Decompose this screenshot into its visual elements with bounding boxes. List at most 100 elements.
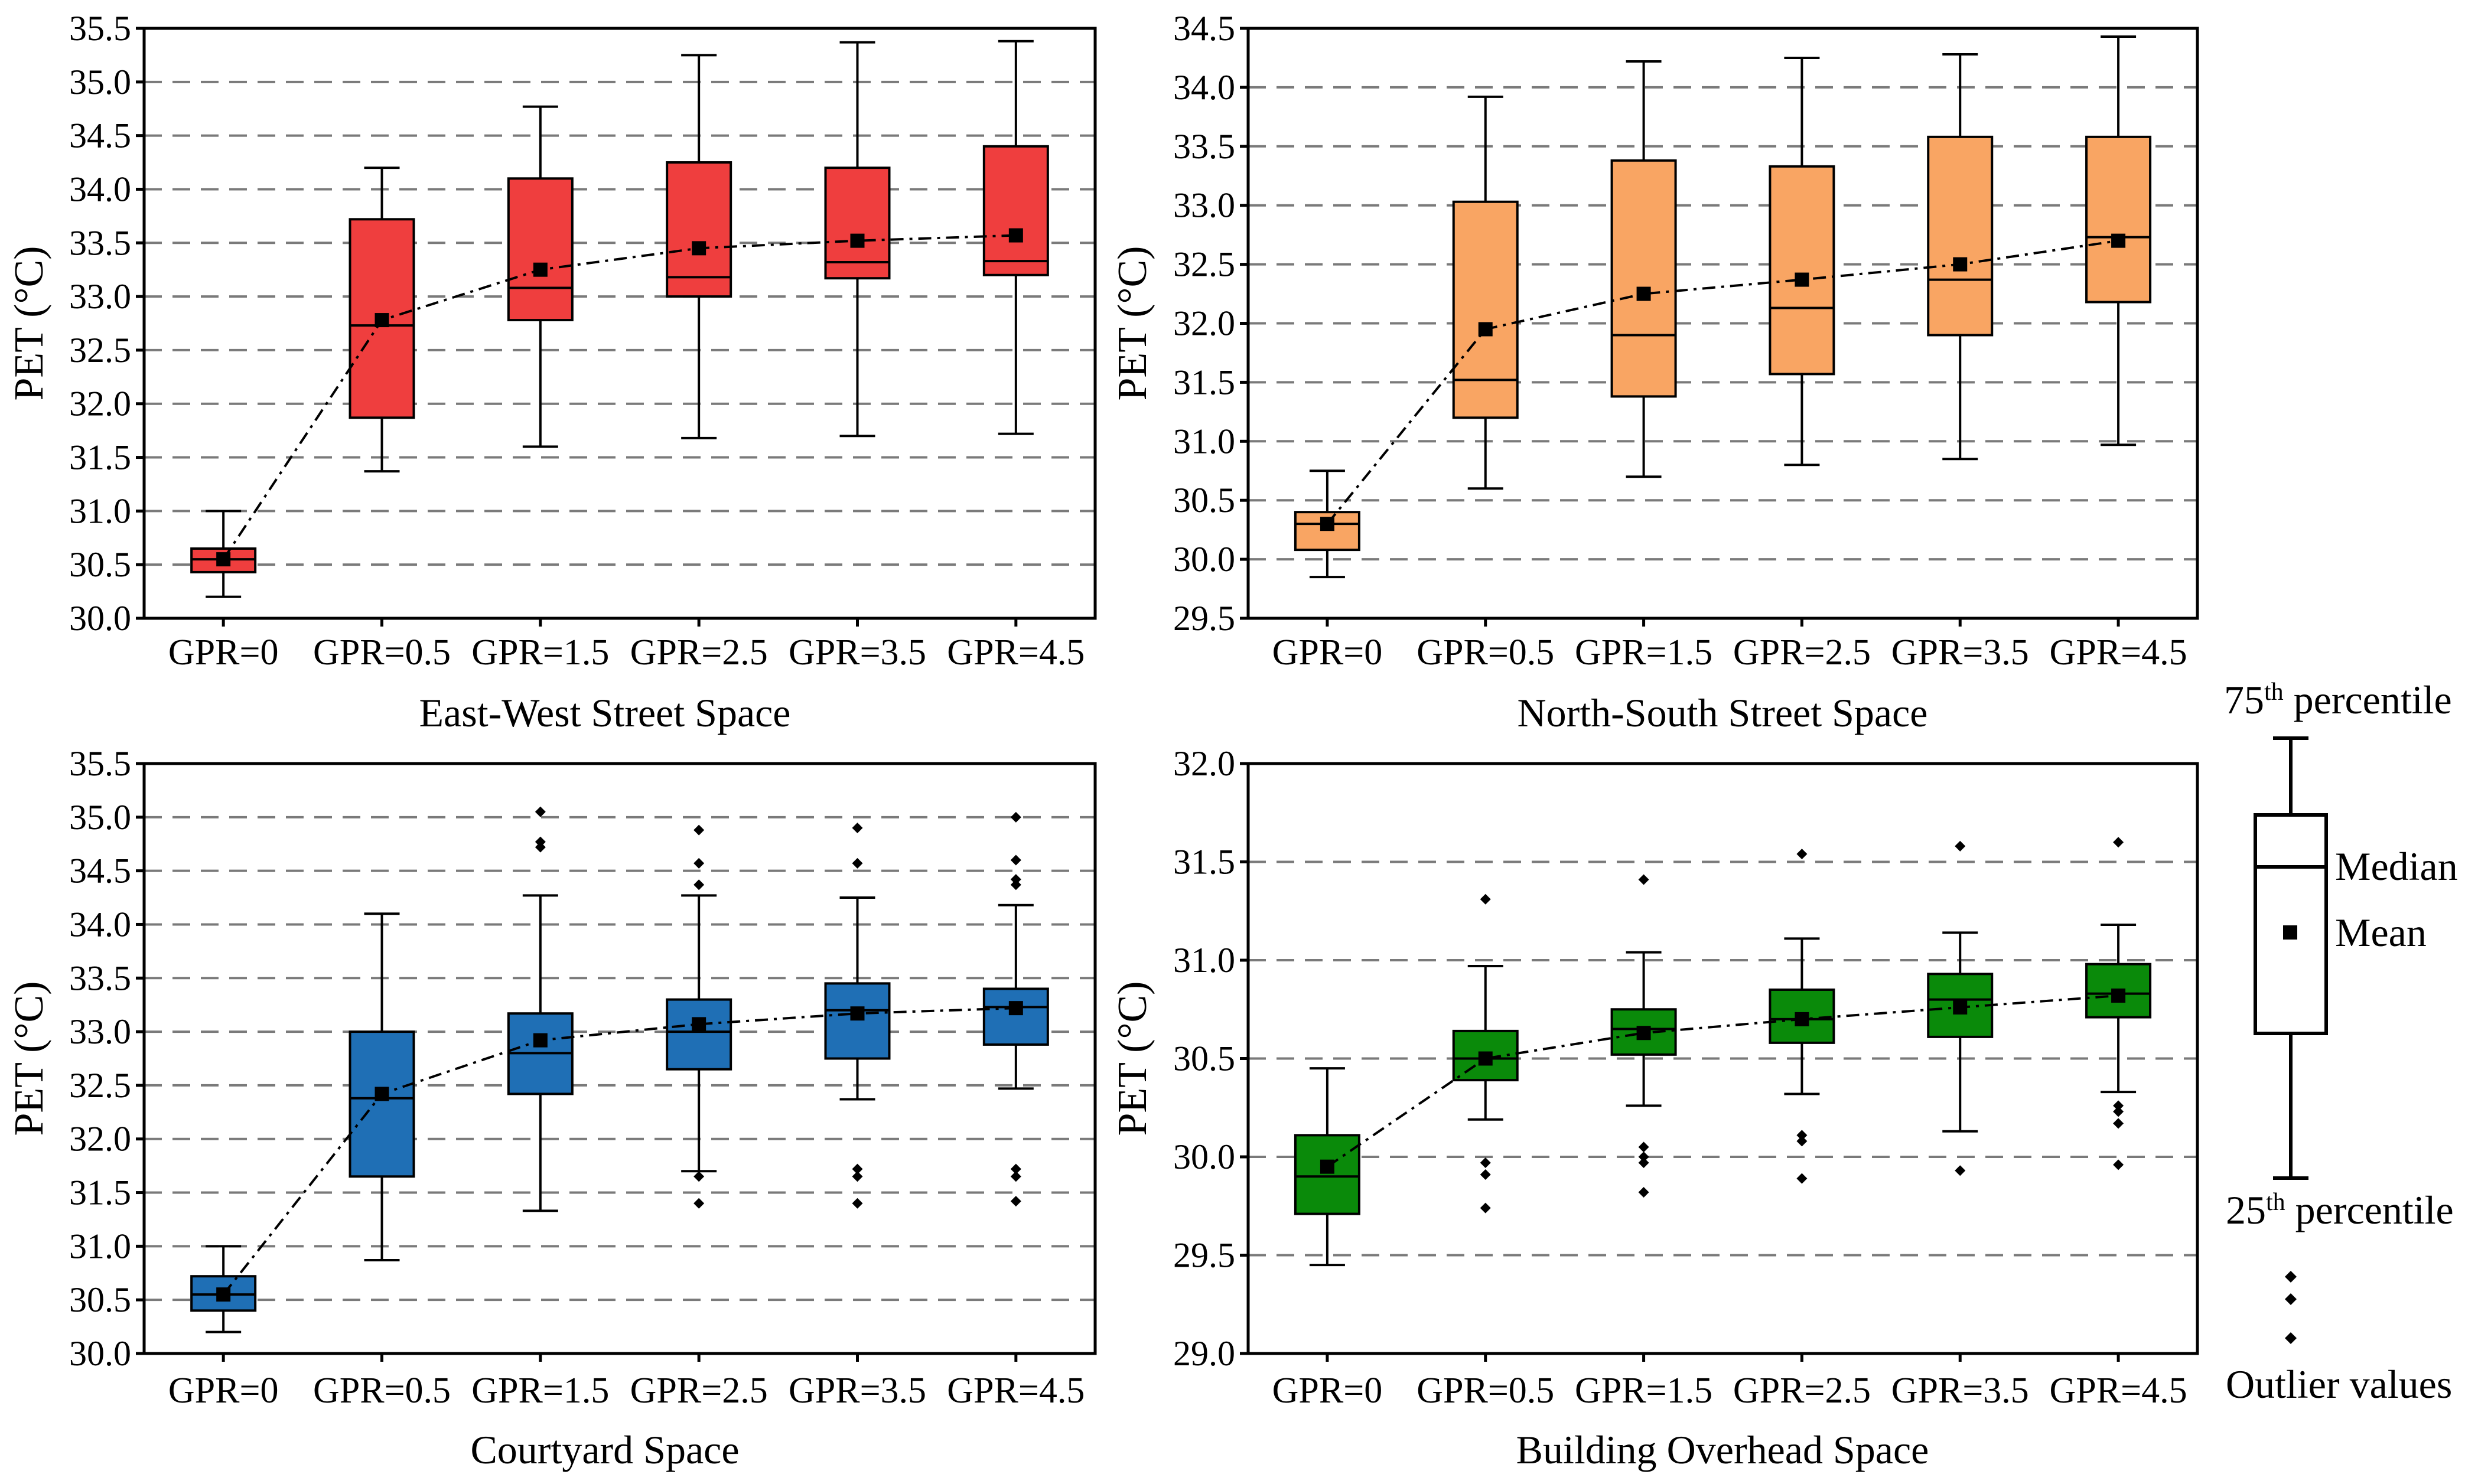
- courtyard-outlier: [693, 824, 705, 836]
- building-overhead-y-tick-label: 30.0: [1173, 1137, 1235, 1176]
- east-west-y-tick-label: 34.5: [69, 116, 131, 155]
- courtyard-box: [824, 982, 891, 1060]
- courtyard-outlier: [1010, 874, 1021, 885]
- building-overhead-mean-marker: [1953, 1000, 1968, 1015]
- building-overhead-category-label: GPR=4.5: [2050, 1371, 2187, 1411]
- east-west-mean-marker: [850, 233, 865, 248]
- east-west-box: [666, 161, 732, 298]
- building-overhead-category-label: GPR=2.5: [1733, 1371, 1871, 1411]
- building-overhead-y-axis-label: PET (°C): [1110, 981, 1155, 1136]
- east-west-y-tick-label: 33.0: [69, 277, 131, 316]
- east-west-category-label: GPR=0: [168, 632, 279, 673]
- east-west-y-tick-label: 31.5: [69, 438, 131, 477]
- building-overhead-y-tick-label: 32.0: [1173, 744, 1235, 783]
- building-overhead-outlier: [1638, 1141, 1649, 1153]
- courtyard-y-tick-label: 30.0: [69, 1334, 131, 1373]
- east-west-panel: 30.0 30.5 31.0 31.5 32.0 32.5 33.0 33.5 34.0 34.5…: [6, 9, 1097, 735]
- courtyard-y-tick-label: 31.5: [69, 1173, 131, 1212]
- east-west-plot-frame: [142, 27, 1097, 620]
- courtyard-y-tick-label: 32.0: [69, 1120, 131, 1159]
- building-overhead-outlier: [1796, 1136, 1808, 1147]
- building-overhead-outlier: [1480, 893, 1491, 905]
- courtyard-outlier: [535, 806, 546, 817]
- north-south-mean-marker: [1478, 322, 1493, 337]
- building-overhead-outlier: [1638, 1152, 1649, 1162]
- north-south-mean-marker: [1795, 272, 1809, 287]
- building-overhead-outlier: [1796, 1130, 1808, 1141]
- legend-box: [2254, 813, 2328, 1035]
- building-overhead-y-tick-label: 31.0: [1173, 941, 1235, 980]
- north-south-y-tick-label: 34.5: [1173, 9, 1235, 48]
- building-overhead-outlier: [1638, 874, 1649, 885]
- north-south-y-tick-label: 31.5: [1173, 363, 1235, 402]
- north-south-panel: 29.5 30.0 30.5 31.0 31.5 32.0 32.5 33.0 33.5 34.0…: [1110, 9, 2199, 735]
- building-overhead-mean-marker: [1320, 1159, 1334, 1174]
- north-south-y-tick-label: 32.5: [1173, 245, 1235, 284]
- east-west-mean-line: [222, 234, 1016, 560]
- courtyard-category-label: GPR=4.5: [947, 1371, 1085, 1411]
- building-overhead-category-label: GPR=0: [1272, 1371, 1383, 1411]
- building-overhead-title: Building Overhead Space: [1516, 1427, 1929, 1472]
- courtyard-outlier: [693, 879, 705, 891]
- building-overhead-outlier: [2113, 1118, 2124, 1129]
- courtyard-outlier: [852, 857, 863, 869]
- north-south-category-label: GPR=1.5: [1575, 632, 1712, 673]
- courtyard-outlier: [852, 1163, 863, 1175]
- north-south-y-tick-label: 30.5: [1173, 481, 1235, 520]
- building-overhead-y-tick-label: 29.0: [1173, 1334, 1235, 1373]
- building-overhead-outlier: [1955, 1165, 1966, 1176]
- north-south-y-tick-label: 34.0: [1173, 68, 1235, 107]
- courtyard-panel: 30.0 30.5 31.0 31.5 32.0 32.5 33.0 33.5 34.0 34.5…: [6, 744, 1097, 1472]
- courtyard-mean-marker: [692, 1017, 706, 1032]
- building-overhead-outlier: [2113, 1100, 2124, 1111]
- north-south-y-tick-label: 33.5: [1173, 127, 1235, 166]
- north-south-title: North-South Street Space: [1518, 690, 1928, 735]
- building-overhead-outlier: [2113, 1159, 2124, 1170]
- building-overhead-category-label: GPR=0.5: [1417, 1371, 1554, 1411]
- courtyard-y-tick-label: 31.0: [69, 1227, 131, 1266]
- legend-mean-marker: [2283, 925, 2297, 940]
- courtyard-outlier: [1010, 811, 1021, 823]
- building-overhead-outlier: [1796, 1173, 1808, 1184]
- courtyard-y-tick-label: 32.5: [69, 1066, 131, 1105]
- building-overhead-outlier: [2113, 1106, 2124, 1117]
- building-overhead-mean-marker: [1636, 1026, 1651, 1041]
- north-south-mean-marker: [1320, 517, 1334, 531]
- north-south-y-axis-label: PET (°C): [1110, 246, 1155, 401]
- courtyard-y-axis-label: PET (°C): [6, 981, 52, 1136]
- courtyard-mean-marker: [1008, 1001, 1023, 1016]
- building-overhead-outlier: [1638, 1157, 1649, 1168]
- east-west-box: [507, 177, 574, 322]
- courtyard-category-label: GPR=0.5: [313, 1371, 451, 1411]
- courtyard-y-tick-label: 33.5: [69, 958, 131, 997]
- courtyard-category-label: GPR=0: [168, 1371, 279, 1411]
- north-south-mean-marker: [1953, 257, 1968, 272]
- east-west-y-tick-label: 30.5: [69, 545, 131, 584]
- courtyard-mean-marker: [216, 1287, 231, 1302]
- courtyard-outlier: [852, 822, 863, 833]
- courtyard-outlier: [1010, 854, 1021, 866]
- east-west-category-label: GPR=2.5: [630, 632, 768, 673]
- north-south-category-label: GPR=0: [1272, 632, 1383, 673]
- courtyard-mean-marker: [533, 1033, 548, 1048]
- legend-outlier-marker: [2285, 1271, 2297, 1283]
- north-south-y-tick-label: 33.0: [1173, 186, 1235, 225]
- courtyard-outlier: [693, 1171, 705, 1182]
- east-west-y-tick-label: 31.0: [69, 491, 131, 530]
- legend-q1-label: 25th percentile: [2226, 1188, 2454, 1232]
- courtyard-outlier: [1010, 1171, 1021, 1182]
- courtyard-mean-marker: [375, 1087, 389, 1101]
- courtyard-y-tick-label: 30.5: [69, 1280, 131, 1319]
- north-south-category-label: GPR=2.5: [1733, 632, 1871, 673]
- north-south-box: [1452, 200, 1519, 419]
- east-west-category-label: GPR=4.5: [947, 632, 1085, 673]
- courtyard-outlier: [535, 842, 546, 853]
- courtyard-plot-frame: [142, 762, 1097, 1355]
- east-west-box: [982, 145, 1049, 276]
- courtyard-y-tick-label: 34.0: [69, 905, 131, 944]
- courtyard-mean-line: [222, 1007, 1016, 1296]
- north-south-mean-marker: [2111, 233, 2126, 248]
- east-west-y-tick-label: 35.0: [69, 63, 131, 102]
- courtyard-category-label: GPR=1.5: [471, 1371, 609, 1411]
- east-west-mean-marker: [216, 552, 231, 567]
